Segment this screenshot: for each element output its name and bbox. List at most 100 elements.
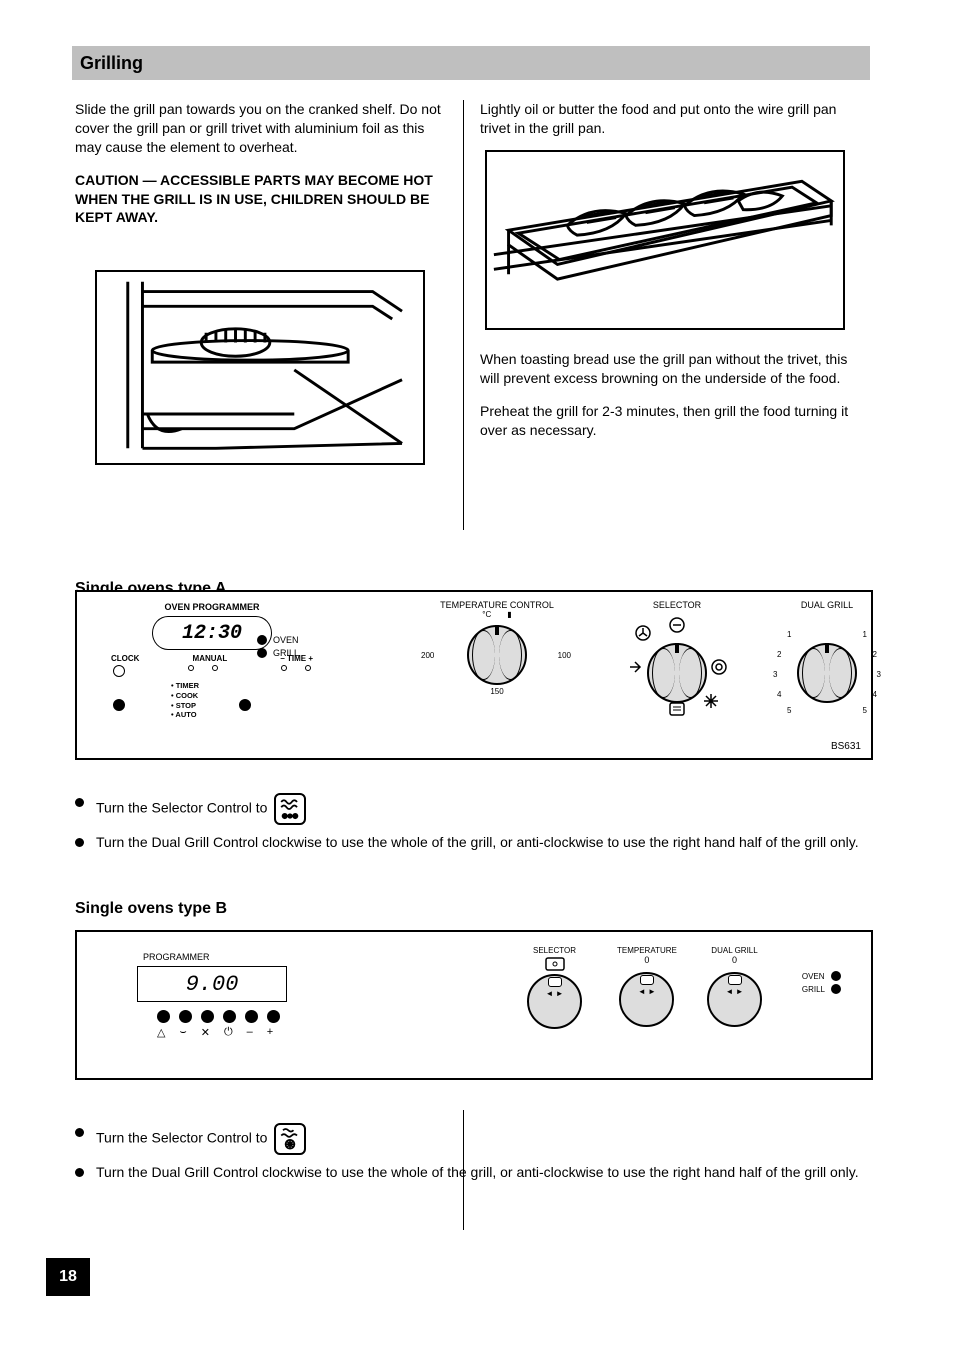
prog-b-btn-5[interactable] (245, 1010, 258, 1023)
grill-pan-illustration (487, 152, 843, 328)
instr-a-1: Turn the Selector Control to (96, 793, 873, 825)
temp-100: 100 (558, 651, 571, 660)
instr-a-2: Turn the Dual Grill Control clockwise to… (96, 833, 873, 853)
gr-3: 3 (877, 670, 881, 679)
sel-icon-fan (634, 624, 652, 642)
sel-b-title: SELECTOR (527, 946, 582, 955)
mode-stop: • STOP (171, 701, 199, 711)
grill-neon-icon (257, 648, 267, 658)
time-plus-dot (305, 665, 311, 671)
gl-3: 3 (773, 670, 777, 679)
sel-b-dial[interactable]: ◄ ► (527, 974, 582, 1029)
oven-illustration (97, 272, 423, 463)
programmer-a: OVEN PROGRAMMER 12:30 CLOCK MANUAL – TIM… (107, 602, 317, 742)
prog-b-btn-1[interactable] (157, 1010, 170, 1023)
grill-dial[interactable] (797, 643, 857, 703)
prog-mode-list: • TIMER • COOK • STOP • AUTO (171, 681, 199, 720)
prog-b-buttons (157, 1010, 337, 1023)
sym-pot: ⌣ (179, 1026, 186, 1039)
bullet-icon (75, 838, 84, 847)
sel-icon-left (626, 658, 644, 676)
temp-200: 200 (421, 651, 434, 660)
sym-power: ⏻ (224, 1026, 233, 1039)
temp-title: TEMPERATURE CONTROL (417, 600, 577, 610)
oven-neon-icon (257, 635, 267, 645)
oven-neon-label: OVEN (273, 635, 299, 645)
grill-b-zero: 0 (707, 955, 762, 969)
sel-icon-bottom (668, 700, 686, 718)
temp-dial[interactable] (467, 625, 527, 685)
temp-b-title: TEMPERATURE (617, 946, 677, 955)
temp-150: 150 (490, 687, 503, 696)
prog-b-btn-6[interactable] (267, 1010, 280, 1023)
prog-b-btn-4[interactable] (223, 1010, 236, 1023)
instr-b-2: Turn the Dual Grill Control clockwise to… (96, 1163, 873, 1183)
sym-plus: + (267, 1026, 273, 1039)
grill-b-title: DUAL GRILL (707, 946, 762, 955)
grill-symbol-b-icon (274, 1123, 306, 1155)
grill-b-dial[interactable]: ◄ ► (707, 972, 762, 1027)
instructions-a: Turn the Selector Control to Turn the Du… (75, 785, 873, 861)
intro-text: Slide the grill pan towards you on the c… (75, 100, 445, 157)
figure-grill-pan (485, 150, 845, 330)
page-number: 18 (46, 1258, 90, 1296)
gr-1: 1 (863, 630, 867, 639)
instr-b-1: Turn the Selector Control to (96, 1123, 873, 1155)
model-number-a: BS631 (831, 741, 861, 752)
lcd-display-a: 12:30 (152, 616, 272, 650)
sel-title: SELECTOR (597, 600, 757, 610)
grill-b-label: GRILL (802, 985, 825, 994)
sel-icon-snowflake (702, 692, 720, 710)
gl-2: 2 (777, 650, 781, 659)
caution-text: CAUTION — ACCESSIBLE PARTS MAY BECOME HO… (75, 171, 445, 228)
gr-5: 5 (863, 706, 867, 715)
bullet-icon (75, 1168, 84, 1177)
time-minus-dot (281, 665, 287, 671)
gr-4: 4 (873, 690, 877, 699)
clock-label: CLOCK (111, 654, 139, 663)
grill-neon-label: GRILL (273, 648, 299, 658)
temp-b-dial[interactable]: ◄ ► (619, 972, 674, 1027)
clock-button[interactable] (113, 665, 125, 677)
prog-b-symbols: △ ⌣ ✕ ⏻ – + (157, 1026, 337, 1039)
mode-cook: • COOK (171, 691, 199, 701)
control-panel-b: PROGRAMMER 9.00 △ ⌣ ✕ ⏻ – + SELECTOR ◄ ►… (75, 930, 873, 1080)
column-divider (463, 100, 464, 530)
gr-2: 2 (873, 650, 877, 659)
gl-5: 5 (787, 706, 791, 715)
temp-c-label: °C (482, 610, 491, 619)
bullet-icon (75, 798, 84, 807)
sym-pot-x: ✕ (201, 1026, 210, 1039)
sel-icon-top (668, 616, 686, 634)
right-column-below: When toasting bread use the grill pan wi… (480, 350, 850, 440)
prog-b-btn-2[interactable] (179, 1010, 192, 1023)
gl-1: 1 (787, 630, 791, 639)
prog-button-right[interactable] (239, 699, 251, 711)
mode-timer: • TIMER (171, 681, 199, 691)
temp-control-a: TEMPERATURE CONTROL °C ▮ 100 150 200 (417, 600, 577, 715)
right-text-2: When toasting bread use the grill pan wi… (480, 350, 850, 388)
programmer-b: PROGRAMMER 9.00 △ ⌣ ✕ ⏻ – + (127, 952, 337, 1039)
oven-b-label: OVEN (802, 972, 825, 981)
right-text-1: Lightly oil or butter the food and put o… (480, 100, 850, 138)
prog-button-left[interactable] (113, 699, 125, 711)
dual-grill-a: DUAL GRILL 1 2 3 4 5 1 2 3 4 5 (757, 600, 897, 712)
sel-b-icon (545, 957, 565, 971)
section2-title: Single ovens type B (75, 900, 227, 918)
instructions-b: Turn the Selector Control to Turn the Du… (75, 1115, 873, 1191)
selector-dial[interactable] (647, 643, 707, 703)
neon-indicators-b: OVEN GRILL (802, 968, 841, 997)
grill-b: DUAL GRILL 0 ◄ ► (707, 946, 762, 1027)
grill-symbol-icon (274, 793, 306, 825)
prog-b-title: PROGRAMMER (143, 952, 337, 962)
temp-b: TEMPERATURE 0 ◄ ► (617, 946, 677, 1027)
sym-bell: △ (157, 1026, 165, 1039)
selector-b: SELECTOR ◄ ► (527, 946, 582, 1029)
right-column: Lightly oil or butter the food and put o… (480, 100, 850, 138)
left-column: Slide the grill pan towards you on the c… (75, 100, 445, 227)
prog-b-btn-3[interactable] (201, 1010, 214, 1023)
neon-indicators-a: OVEN GRILL (257, 632, 299, 661)
manual-dot-2 (212, 665, 218, 671)
gl-4: 4 (777, 690, 781, 699)
grill-title: DUAL GRILL (757, 600, 897, 610)
